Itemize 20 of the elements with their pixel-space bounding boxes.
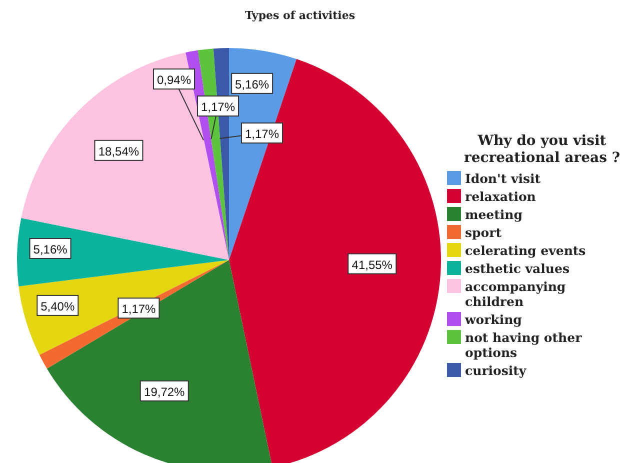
data-label: 5,16% bbox=[235, 77, 270, 92]
data-label: 5,16% bbox=[33, 242, 68, 256]
data-label: 18,54% bbox=[98, 144, 140, 158]
legend-label: working bbox=[465, 312, 523, 327]
data-label: 5,40% bbox=[40, 299, 75, 314]
data-label: 1,17% bbox=[200, 100, 236, 114]
data-label: 0,94% bbox=[156, 73, 192, 87]
legend-label: relaxation bbox=[465, 189, 537, 204]
legend-label: curiosity bbox=[465, 363, 528, 378]
legend-title: Why do you visit recreational areas ? bbox=[462, 133, 622, 167]
data-label: 19,72% bbox=[144, 384, 186, 399]
chart-title: Types of activities bbox=[244, 9, 356, 22]
data-label: 41,55% bbox=[352, 258, 393, 272]
legend-label: celerating events bbox=[465, 243, 587, 258]
data-label: 1,17% bbox=[244, 127, 280, 141]
legend-label: esthetic values bbox=[465, 261, 570, 276]
legend-label: meeting bbox=[465, 207, 524, 222]
legend-label: sport bbox=[465, 225, 502, 240]
legend-label: Idon't visit bbox=[465, 171, 542, 186]
data-label: 1,17% bbox=[122, 302, 156, 316]
